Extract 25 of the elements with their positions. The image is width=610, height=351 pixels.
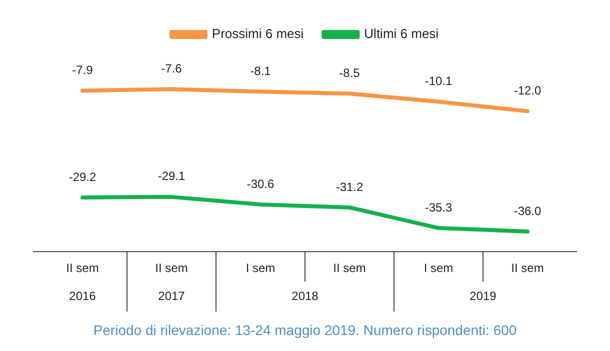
legend-label: Prossimi 6 mesi [212,26,304,42]
data-label: -8.1 [250,64,272,78]
data-label: -31.2 [336,180,364,194]
text: 2017 [158,288,186,303]
x-tick-label: I sem [424,261,454,276]
x-tick-label: II sem [511,261,544,276]
data-label: -10.1 [424,74,452,88]
data-label: -12.0 [514,83,542,98]
data-label: -30.6 [246,176,274,191]
data-label: -29.1 [158,169,186,184]
text: Periodo di rilevazione: 13-24 maggio 2019. Numero rispondenti: 600 [92,322,518,338]
data-label: -7.6 [161,61,182,76]
x-tick-label: II sem [333,261,366,276]
x-tick-label: II sem [66,261,99,276]
x-tick-label: I sem [246,261,276,276]
text: 2019 [470,288,497,303]
x-tick-label: II sem [155,261,188,276]
data-label: -35.3 [424,200,452,214]
data-label: -29.2 [68,170,96,184]
data-label: -7.9 [72,62,94,77]
text: 2016 [69,288,96,303]
text: 2018 [292,288,319,303]
data-label: -8.5 [339,66,360,80]
data-label: -36.0 [514,204,542,218]
legend-label: Ultimi 6 mesi [364,26,439,42]
